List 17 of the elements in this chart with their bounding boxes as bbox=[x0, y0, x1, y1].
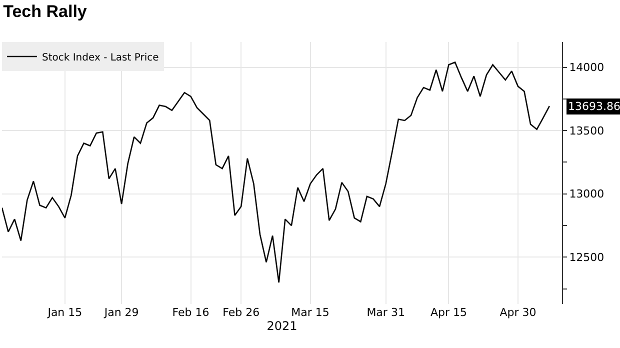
x-tick-label: Apr 30 bbox=[500, 306, 536, 319]
legend-label: Stock Index - Last Price bbox=[42, 52, 159, 64]
x-tick-label: Mar 15 bbox=[291, 306, 330, 319]
y-tick-label: 12500 bbox=[569, 251, 604, 264]
x-tick-label: Feb 26 bbox=[222, 306, 260, 319]
x-tick-label: Apr 15 bbox=[430, 306, 468, 319]
line-series bbox=[2, 62, 550, 284]
x-tick-label: Feb 16 bbox=[172, 306, 210, 319]
y-tick-label: 14000 bbox=[569, 61, 604, 74]
x-tick-label: Jan 15 bbox=[46, 306, 82, 319]
y-tick-label: 13500 bbox=[569, 124, 604, 138]
x-tick-label: Mar 31 bbox=[366, 306, 405, 319]
x-tick-label: Jan 29 bbox=[103, 306, 139, 319]
data-label: 13693.86 bbox=[568, 100, 620, 113]
x-axis-title: 2021 bbox=[266, 319, 298, 333]
chart-title: Tech Rally bbox=[3, 2, 88, 22]
y-tick-label: 13000 bbox=[569, 188, 604, 201]
